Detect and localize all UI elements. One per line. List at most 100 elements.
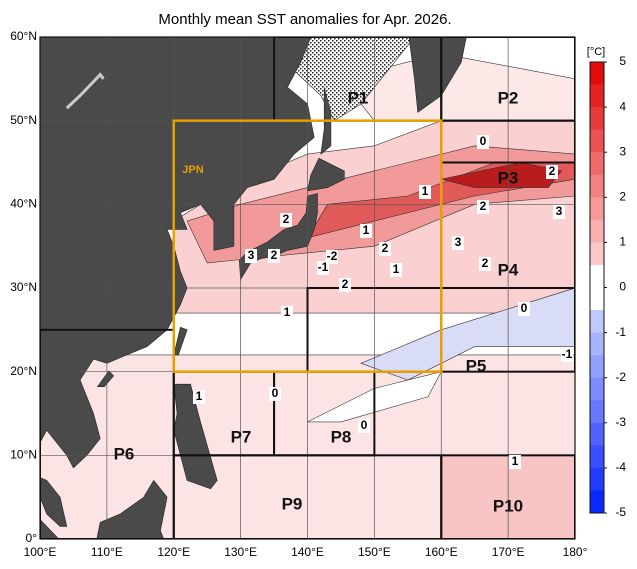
contour-label: -2	[327, 249, 338, 263]
region-label: P4	[498, 260, 519, 279]
contour-label-bg	[509, 455, 521, 469]
region-label: JPN	[182, 164, 203, 176]
region-label: P8	[331, 427, 352, 446]
region-box	[440, 454, 575, 539]
land	[96, 370, 115, 388]
contour-label-bg	[360, 224, 372, 238]
contour-label: 3	[248, 248, 255, 262]
colorbar-segment	[590, 129, 604, 153]
x-tick-label: 180°	[563, 545, 588, 559]
colorbar-segment	[590, 287, 604, 311]
contour-label-bg	[268, 249, 280, 263]
contour-label-bg	[245, 249, 257, 263]
colorbar-segment	[590, 310, 604, 333]
contour-label: 0	[361, 418, 368, 432]
contour-label-bg	[518, 302, 530, 316]
region-label: P3	[498, 168, 519, 187]
contour-label-bg	[281, 306, 293, 320]
colorbar-tick-label: 0	[619, 280, 626, 294]
land	[528, 4, 582, 29]
x-tick-label: 160°E	[425, 545, 458, 559]
contour-label-bg	[477, 135, 489, 149]
colorbar-segment	[590, 445, 604, 469]
contour-label: 1	[196, 389, 203, 403]
contour-label: 1	[512, 454, 519, 468]
y-tick-label: 10°N	[10, 448, 37, 462]
title: Monthly mean SST anomalies for Apr. 2026…	[158, 11, 451, 28]
contour-label-bg	[280, 213, 292, 227]
x-tick-label: 150°E	[358, 545, 391, 559]
y-tick-label: 0°	[26, 531, 38, 545]
contour-label: 0	[272, 386, 279, 400]
y-tick-label: 20°N	[10, 364, 37, 378]
x-tick-label: 100°E	[24, 545, 57, 559]
colorbar-tick-label: 3	[619, 144, 626, 158]
contour-label-bg	[390, 263, 402, 277]
y-tick-label: 60°N	[10, 29, 37, 43]
land	[173, 326, 188, 356]
colorbar-segment	[590, 467, 604, 491]
x-tick-label: 170°E	[492, 545, 525, 559]
lake	[65, 72, 105, 110]
contour-label-bg	[193, 390, 205, 404]
jpn-box	[172, 119, 443, 373]
x-tick-label: 130°E	[224, 545, 257, 559]
x-tick-label: 140°E	[291, 545, 324, 559]
contour-label-bg	[358, 419, 370, 433]
map-area	[40, 4, 582, 539]
contour-label: 2	[480, 199, 487, 213]
contour-label: 0	[521, 301, 528, 315]
contour-label-bg	[561, 348, 573, 362]
x-tick-label: 110°E	[91, 545, 123, 559]
colorbar-segment	[590, 400, 604, 424]
contour-label: 3	[556, 204, 563, 218]
colorbar-segment	[590, 174, 604, 198]
contour-label: -1	[562, 347, 573, 361]
contour-label: 2	[283, 212, 290, 226]
contour-label: 2	[342, 277, 349, 291]
contour-label: 2	[482, 256, 489, 270]
contour-label-bg	[317, 261, 329, 275]
colorbar-segment	[590, 490, 604, 514]
contour-label-bg	[419, 185, 431, 199]
contour-label: 1	[393, 262, 400, 276]
contour-label-bg	[553, 205, 565, 219]
region-label: P6	[114, 444, 135, 463]
colorbar-tick-label: 5	[619, 54, 626, 68]
region-label: P5	[466, 356, 487, 375]
contour-label: 2	[271, 248, 278, 262]
contour-label: 1	[422, 184, 429, 198]
colorbar-segment	[590, 62, 604, 85]
colorbar-tick-label: 2	[619, 189, 626, 203]
x-tick-label: 120°E	[157, 545, 190, 559]
contour-label: 3	[455, 235, 462, 249]
colorbar-tick-label: -5	[615, 505, 626, 519]
colorbar-segment	[590, 332, 604, 356]
contour-label-bg	[477, 200, 489, 214]
contour-label-bg	[379, 242, 391, 256]
colorbar-segment	[590, 219, 604, 243]
region-label: P9	[282, 494, 303, 513]
land	[40, 519, 60, 539]
y-tick-label: 30°N	[10, 280, 37, 294]
colorbar-segment	[590, 242, 604, 266]
colorbar-segment	[590, 422, 604, 446]
contour-label: 1	[284, 305, 291, 319]
contour-label-bg	[269, 387, 281, 401]
colorbar-segment	[590, 197, 604, 221]
y-tick-label: 50°N	[10, 113, 37, 127]
contour-label-bg	[452, 236, 464, 250]
colorbar-segment	[590, 264, 604, 288]
colorbar-unit: [°C]	[587, 46, 605, 58]
contour-label: 1	[363, 223, 370, 237]
region-label: P2	[498, 88, 519, 107]
y-tick-label: 40°N	[10, 197, 37, 211]
colorbar-segment	[590, 355, 604, 378]
map-frame	[39, 36, 576, 540]
contour-label: 2	[549, 164, 556, 178]
colorbar-tick-label: -4	[615, 460, 626, 474]
contour-label-bg	[326, 250, 338, 264]
colorbar-tick-label: -1	[615, 325, 626, 339]
contour-label: 2	[382, 241, 389, 255]
colorbar-segment	[590, 377, 604, 401]
